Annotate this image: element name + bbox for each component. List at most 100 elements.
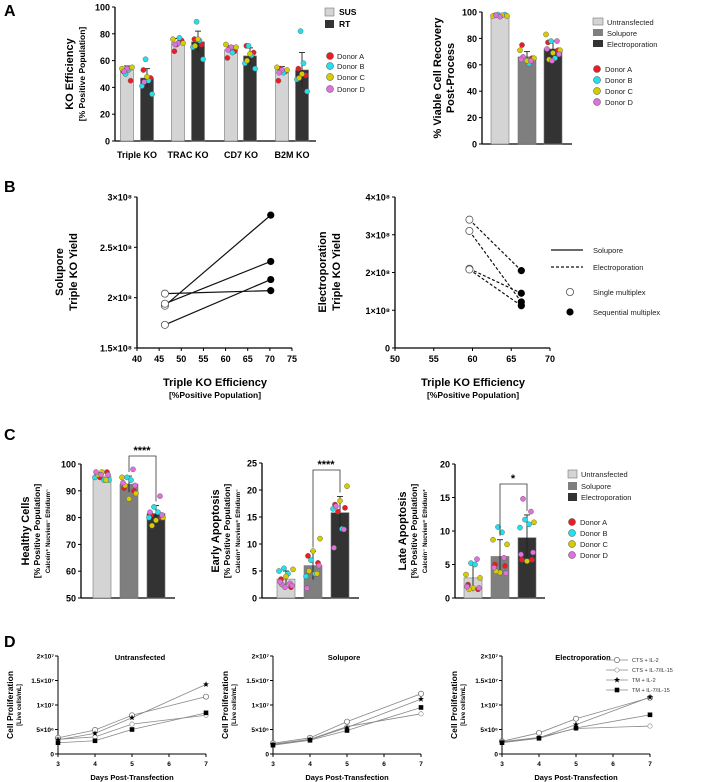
data-point-donor-c [314, 570, 320, 577]
data-point-donor-b [229, 49, 236, 56]
data-point-donor-b [526, 521, 532, 528]
legend-swatch-electroporation [568, 493, 577, 501]
legend-label: Electroporation [607, 40, 657, 49]
y-tick-label: 20 [100, 110, 110, 120]
star-marker [55, 736, 61, 743]
data-point-donor-d [121, 68, 127, 75]
proliferation-ylabel-sub: [Live cells/mL] [232, 684, 238, 726]
legend-label: Donor A [580, 518, 607, 527]
healthy-ylabel-sub: [% Positive Population] [32, 484, 42, 579]
ko-efficiency-ylabel: KO Efficiency [64, 37, 76, 109]
donor-d-legend-dot [326, 85, 334, 93]
open-circle-marker [573, 715, 579, 722]
data-point-donor-c [244, 57, 250, 64]
viable-recovery-chart: 0 20 40 60 80 100 [462, 8, 572, 150]
data-point-donor-d [157, 493, 163, 499]
paired-line [164, 260, 271, 305]
data-point-donor-c [247, 51, 253, 57]
y-tick-label: 25 [247, 459, 257, 469]
series-line [501, 697, 651, 742]
x-tick-label: 70 [545, 354, 555, 364]
star-marker [573, 721, 579, 728]
data-point-donor-d [556, 51, 562, 58]
data-point-donor-d [341, 526, 347, 533]
y-tick-label: 1.5×10⁷ [475, 678, 498, 685]
square-marker [203, 710, 209, 716]
data-point-donor-d [476, 585, 482, 591]
x-tick-label: 40 [132, 354, 142, 364]
y-tick-label: 100 [462, 8, 477, 18]
paired-line [469, 268, 522, 294]
bar [224, 49, 238, 142]
y-tick-label: 60 [100, 56, 110, 66]
y-tick-label: 5×10⁶ [36, 727, 54, 734]
early-apoptosis-ylabel-stain: Calcein⁺ Nucview⁺ Ethidium⁻ [235, 489, 242, 573]
open-marker [129, 721, 135, 727]
y-tick-label: 0 [494, 752, 498, 759]
y-tick-label: 0 [385, 344, 390, 354]
bar [517, 56, 537, 145]
x-tick-label: 3 [271, 761, 275, 768]
electroporation-yield-chart: 0 1×10⁸ 2×10⁸ 3×10⁸ 4×10⁸ 50 55 60 65 70 [365, 193, 555, 365]
data-point-donor-c [504, 541, 510, 548]
data-point-donor-d [93, 469, 99, 475]
data-point-donor-d [528, 508, 534, 515]
ko-efficiency-chart: 0 20 40 60 80 100 [95, 3, 316, 147]
star-marker [92, 730, 98, 736]
square-marker [614, 687, 620, 693]
square-marker [92, 738, 98, 744]
square-marker [647, 712, 653, 718]
data-point-donor-d [147, 509, 153, 516]
electroporation-yield-xlabel-sub: [%Positive Population] [427, 390, 519, 400]
proliferation-ylabel: Cell Proliferation [449, 671, 459, 739]
y-tick-label: 2×10⁷ [252, 654, 270, 661]
single-multiplex-point [160, 289, 169, 298]
x-tick-label: 50 [390, 354, 400, 364]
data-point-donor-d [530, 549, 536, 556]
data-point-donor-c [149, 522, 155, 529]
data-point-donor-c [180, 40, 186, 46]
data-point-donor-c [504, 13, 510, 19]
category-label: Triple KO [117, 150, 157, 160]
series-line [501, 696, 651, 743]
late-apoptosis-ylabel-stain: Calcein⁻ Nucview⁺ Ethidium⁺ [422, 489, 429, 573]
y-tick-label: 80 [467, 34, 477, 44]
data-point-donor-c [119, 474, 125, 481]
data-point-donor-d [130, 466, 136, 473]
y-tick-label: 70 [66, 540, 76, 550]
significance-bracket [128, 455, 157, 502]
data-point-donor-a [502, 563, 508, 569]
data-point-donor-a [519, 42, 525, 48]
x-tick-label: 3 [56, 761, 60, 768]
y-tick-label: 15 [440, 493, 450, 503]
y-tick-label: 20 [467, 113, 477, 123]
y-tick-label: 2×10⁸ [365, 268, 390, 278]
data-point-donor-b [300, 60, 307, 67]
x-tick-label: 5 [574, 761, 578, 768]
square-marker [129, 727, 135, 732]
x-tick-label: 5 [345, 761, 349, 768]
y-tick-label: 1×10⁷ [37, 703, 55, 710]
y-tick-label: 80 [100, 29, 110, 39]
significance-bracket [312, 469, 341, 548]
y-tick-label: 2×10⁷ [37, 654, 55, 661]
data-point-donor-a [529, 557, 535, 563]
y-tick-label: 5×10⁶ [251, 727, 269, 734]
viable-recovery-ylabel-sub: Post-Process [445, 43, 457, 113]
legend-label: Donor D [337, 85, 366, 94]
series-line [501, 714, 651, 744]
data-point-donor-b [499, 529, 505, 536]
star-marker [418, 695, 424, 702]
series-line [272, 713, 422, 745]
legend-open-circle-icon [566, 287, 575, 296]
category-label: B2M KO [274, 150, 309, 160]
data-point-donor-c [126, 496, 132, 502]
y-tick-label: 40 [100, 83, 110, 93]
data-point-donor-b [281, 565, 287, 572]
significance-label: * [511, 473, 516, 485]
data-point-donor-c [233, 44, 239, 51]
square-marker [573, 725, 579, 731]
data-point-donor-b [522, 516, 528, 523]
data-point-donor-d [333, 503, 339, 510]
